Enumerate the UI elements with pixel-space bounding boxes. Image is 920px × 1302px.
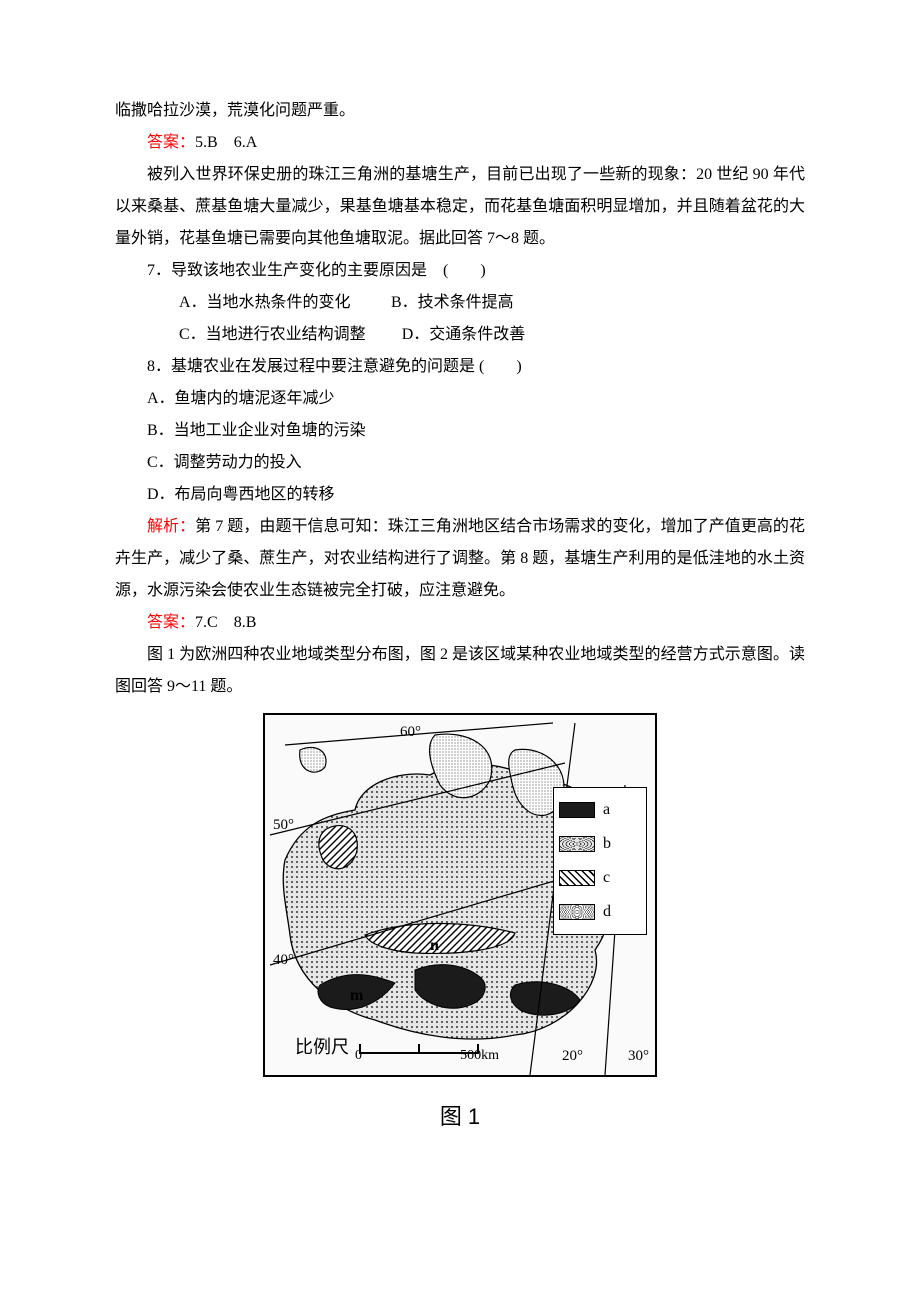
analysis-7-8: 解析：第 7 题，由题干信息可知：珠江三角洲地区结合市场需求的变化，增加了产值更… [115, 511, 805, 607]
legend-d: d [559, 896, 641, 928]
answer-7-8: 答案：7.C 8.B [115, 607, 805, 639]
q7-opt-d: D．交通条件改善 [370, 319, 526, 351]
answer-text: 5.B 6.A [195, 134, 257, 151]
q7-stem: 7．导致该地农业生产变化的主要原因是 ( ) [115, 255, 805, 287]
answer-text: 7.C 8.B [195, 614, 256, 631]
legend-label-d: d [603, 896, 611, 928]
q8-opt-c: C．调整劳动力的投入 [115, 447, 805, 479]
passage-q7-8: 被列入世界环保史册的珠江三角洲的基塘生产，目前已出现了一些新的现象：20 世纪 … [115, 159, 805, 255]
legend-swatch-c [559, 870, 595, 886]
q7-opt-b: B．技术条件提高 [359, 287, 514, 319]
q7-options-row2: C．当地进行农业结构调整 D．交通条件改善 [115, 319, 805, 351]
legend-swatch-d [559, 904, 595, 920]
map-mark-m: m [350, 987, 364, 1004]
map-mark-n: n [430, 937, 439, 954]
q7-opt-c: C．当地进行农业结构调整 [147, 319, 366, 351]
q8-opt-b: B．当地工业企业对鱼塘的污染 [115, 415, 805, 447]
lat-40: 40° [273, 945, 294, 975]
q7-opt-a: A．当地水热条件的变化 [147, 287, 355, 319]
legend-swatch-a [559, 802, 595, 818]
lon-30: 30° [628, 1041, 649, 1071]
answer-label: 答案： [147, 614, 195, 631]
legend-c: c [559, 862, 641, 894]
passage-q9-11: 图 1 为欧洲四种农业地域类型分布图，图 2 是该区域某种农业地域类型的经营方式… [115, 639, 805, 703]
lat-60: 60° [400, 717, 421, 747]
legend-label-a: a [603, 794, 610, 826]
europe-map: m n 60° 50° 40° 20° 30° a b [263, 713, 657, 1077]
lon-20: 20° [562, 1041, 583, 1071]
legend-swatch-b [559, 836, 595, 852]
q8-opt-a: A．鱼塘内的塘泥逐年减少 [115, 383, 805, 415]
legend-a: a [559, 794, 641, 826]
lat-50: 50° [273, 810, 294, 840]
figure-1: m n 60° 50° 40° 20° 30° a b [115, 713, 805, 1139]
figure-caption: 图 1 [115, 1095, 805, 1139]
legend-b: b [559, 828, 641, 860]
scalebar-label: 比例尺 [295, 1029, 349, 1065]
answer-label: 答案： [147, 134, 195, 151]
scalebar-dist: 500km [460, 1042, 499, 1070]
map-scalebar: 比例尺 0 500km [295, 1029, 479, 1065]
q7-options-row1: A．当地水热条件的变化 B．技术条件提高 [115, 287, 805, 319]
analysis-label: 解析： [147, 518, 195, 535]
q8-opt-d: D．布局向粤西地区的转移 [115, 479, 805, 511]
q8-stem: 8．基塘农业在发展过程中要注意避免的问题是 ( ) [115, 351, 805, 383]
map-legend: a b c d [553, 787, 647, 935]
continuation-line: 临撒哈拉沙漠，荒漠化问题严重。 [115, 95, 805, 127]
analysis-text: 第 7 题，由题干信息可知：珠江三角洲地区结合市场需求的变化，增加了产值更高的花… [115, 518, 805, 599]
legend-label-c: c [603, 862, 610, 894]
answer-5-6: 答案：5.B 6.A [115, 127, 805, 159]
legend-label-b: b [603, 828, 611, 860]
